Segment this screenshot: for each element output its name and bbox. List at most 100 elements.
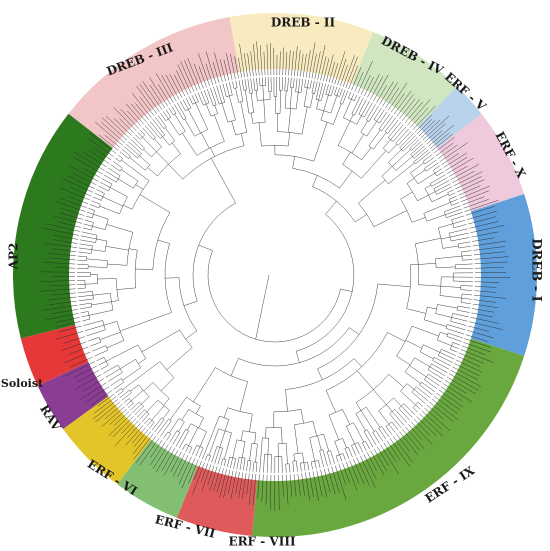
branch-segment <box>239 381 248 412</box>
branch-segment <box>130 139 143 151</box>
branch-segment <box>137 132 143 138</box>
branch-arc <box>292 168 340 189</box>
leaf-label-mark <box>207 465 215 486</box>
branch-segment <box>410 162 425 174</box>
branch-segment <box>337 120 351 146</box>
branch-segment <box>197 92 204 106</box>
branch-segment <box>368 106 379 122</box>
leaf-label-mark <box>416 416 437 437</box>
branch-segment <box>348 91 351 99</box>
branch-segment <box>389 413 402 428</box>
branch-segment <box>226 457 230 468</box>
leaf-label-mark <box>388 82 408 111</box>
leaf-label-mark <box>470 317 499 324</box>
branch-arc <box>251 443 258 445</box>
leaf-label-mark <box>452 170 475 183</box>
branch-arc <box>133 180 139 189</box>
branch-arc <box>98 204 101 208</box>
branch-segment <box>415 404 421 410</box>
branch-segment <box>376 109 385 122</box>
branch-arc <box>176 430 181 433</box>
branch-segment <box>334 86 338 95</box>
branch-arc <box>412 402 419 408</box>
sector-erf-vi <box>63 396 152 485</box>
branch-segment <box>131 390 144 402</box>
branch-segment <box>456 309 470 313</box>
leaf-label-mark <box>459 352 485 364</box>
leaf-label-mark <box>104 134 121 149</box>
leaf-label-mark <box>474 281 500 283</box>
leaf-label-mark <box>469 321 504 330</box>
branch-segment <box>90 341 101 347</box>
leaf-label-mark <box>294 46 298 76</box>
leaf-label-mark <box>289 474 293 497</box>
branch-segment <box>325 84 329 95</box>
branch-segment <box>342 453 346 461</box>
branch-arc <box>222 458 226 460</box>
leaf-label-mark <box>351 66 362 91</box>
leaf-label-mark <box>473 251 505 256</box>
branch-segment <box>89 204 99 209</box>
leaf-label-mark <box>360 74 371 95</box>
leaf-label-mark <box>46 252 76 257</box>
branch-segment <box>441 236 451 240</box>
branch-segment <box>168 107 174 116</box>
branch-segment <box>413 149 429 163</box>
branch-segment <box>450 199 459 203</box>
leaf-label-mark <box>47 296 77 301</box>
leaf-label-mark <box>61 178 93 193</box>
leaf-label-mark <box>349 460 360 484</box>
branch-segment <box>96 357 105 362</box>
branch-segment <box>366 121 377 137</box>
leaf-label-mark <box>58 221 81 228</box>
branch-segment <box>431 177 448 187</box>
leaf-label-mark <box>58 197 87 208</box>
branch-segment <box>169 418 180 434</box>
label-dreb-i: DREB - I <box>529 238 544 302</box>
branch-segment <box>366 104 376 121</box>
branch-segment <box>427 306 437 310</box>
leaf-label-mark <box>101 406 125 427</box>
leaf-label-mark <box>467 210 497 220</box>
leaf-label-mark <box>440 386 463 402</box>
branch-segment <box>163 111 169 119</box>
leaf-label-mark <box>270 474 272 510</box>
branch-segment <box>343 99 352 118</box>
leaf-label-mark <box>74 374 102 391</box>
branch-segment <box>451 317 468 322</box>
leaf-label-mark <box>443 152 467 168</box>
leaf-label-mark <box>41 280 76 282</box>
branch-segment <box>461 302 471 305</box>
leaf-label-mark <box>464 338 491 348</box>
root-branch <box>255 274 270 340</box>
branch-segment <box>447 189 454 193</box>
branch-segment <box>340 288 353 292</box>
leaf-label-mark <box>73 365 98 379</box>
branch-segment <box>390 124 404 140</box>
branch-segment <box>387 119 399 134</box>
leaf-label-mark <box>63 351 91 364</box>
branch-segment <box>319 450 324 467</box>
leaf-label-mark <box>389 438 411 467</box>
branch-segment <box>354 443 360 455</box>
leaf-label-mark <box>212 62 220 84</box>
branch-arc <box>456 306 458 311</box>
clade-sectors <box>12 13 538 537</box>
branch-segment <box>412 145 426 157</box>
branch-segment <box>126 144 140 156</box>
branch-segment <box>225 83 230 96</box>
leaf-label-mark <box>248 473 253 505</box>
branch-arc <box>422 161 426 165</box>
branch-arc <box>424 373 429 380</box>
branch-segment <box>259 77 261 86</box>
branch-segment <box>112 161 123 169</box>
sector-dreb-iii <box>68 16 240 149</box>
branch-segment <box>314 461 317 469</box>
leaf-label-mark <box>460 349 494 363</box>
leaf-label-mark <box>408 424 422 440</box>
branch-segment <box>194 93 199 102</box>
leaf-label-mark <box>450 164 479 180</box>
branch-segment <box>77 255 87 258</box>
branch-segment <box>344 448 350 459</box>
branch-segment <box>419 351 434 360</box>
